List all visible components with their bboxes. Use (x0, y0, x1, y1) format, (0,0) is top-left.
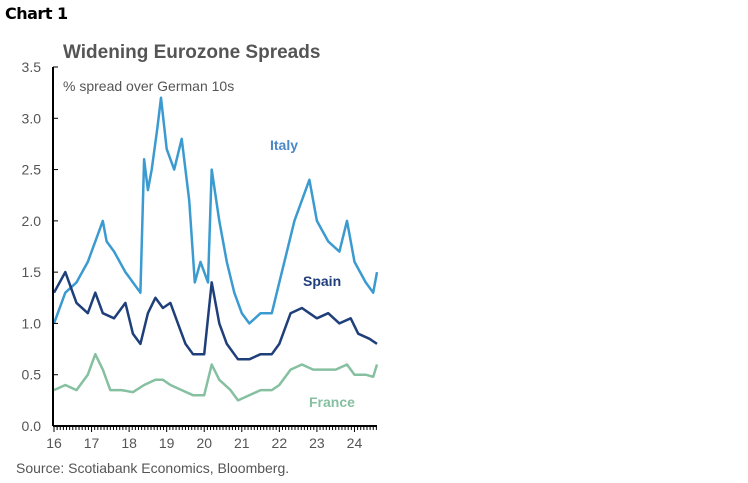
chart-number-label: Chart 1 (5, 4, 68, 23)
x-tick-label: 17 (84, 435, 100, 451)
x-tick-label: 24 (347, 435, 363, 451)
x-tick-label: 23 (309, 435, 325, 451)
y-tick-label: 2.5 (22, 162, 42, 178)
y-tick-label: 1.0 (22, 315, 42, 331)
x-tick-label: 21 (234, 435, 250, 451)
x-tick-label: 19 (159, 435, 175, 451)
series-label-italy: Italy (270, 137, 298, 153)
source-note: Source: Scotiabank Economics, Bloomberg. (16, 460, 290, 476)
x-tick-label: 20 (196, 435, 212, 451)
y-tick-label: 0.0 (22, 418, 42, 434)
y-tick-label: 2.0 (22, 213, 42, 229)
y-tick-label: 3.0 (22, 110, 42, 126)
x-tick-label: 16 (46, 435, 62, 451)
chart-title: Widening Eurozone Spreads (63, 42, 321, 63)
x-tick-label: 22 (272, 435, 288, 451)
series-line-spain (52, 270, 378, 361)
series-line-italy (52, 96, 379, 325)
x-tick-label: 18 (121, 435, 137, 451)
y-tick-label: 1.5 (22, 264, 42, 280)
series-label-spain: Spain (303, 273, 341, 289)
chart-subtitle: % spread over German 10s (63, 78, 235, 94)
y-tick-label: 0.5 (22, 367, 42, 383)
series-label-france: France (309, 394, 355, 410)
series-line-france (53, 352, 379, 402)
y-tick-label: 3.5 (22, 59, 42, 75)
